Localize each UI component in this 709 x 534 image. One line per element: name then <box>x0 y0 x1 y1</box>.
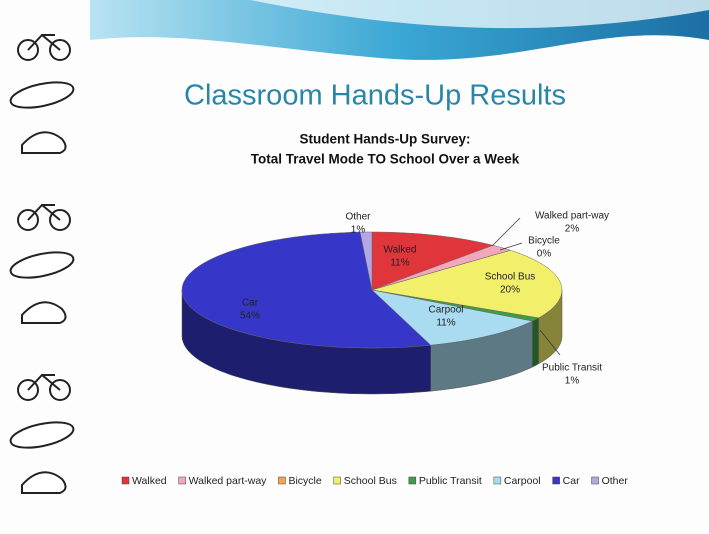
legend-label: Car <box>563 475 580 487</box>
slice <box>371 245 512 291</box>
legend-swatch <box>278 476 286 485</box>
icon <box>27 33 61 51</box>
legend-label: Bicycle <box>288 475 321 487</box>
slice <box>371 250 563 319</box>
legend-label: School Bus <box>344 475 397 487</box>
legend-label: Public Transit <box>419 475 482 487</box>
legend-swatch <box>333 476 341 485</box>
data-label-value: 20% <box>500 285 520 296</box>
slice <box>359 231 373 291</box>
data-label-name: Bicycle <box>528 236 560 247</box>
data-label-name: Car <box>242 298 259 309</box>
icon <box>17 39 39 61</box>
slice <box>371 289 534 346</box>
legend-swatch <box>178 476 186 485</box>
icon <box>17 209 39 231</box>
icon <box>21 471 67 494</box>
legend-label: Walked <box>132 475 167 487</box>
icon <box>49 379 71 401</box>
header-wave-light <box>250 0 709 29</box>
icon <box>21 131 67 154</box>
leader-line <box>539 329 561 356</box>
icon <box>49 209 71 231</box>
icon <box>27 373 61 391</box>
data-label-name: Carpool <box>428 305 463 316</box>
icon <box>17 379 39 401</box>
data-label-value: 54% <box>240 311 260 322</box>
icon <box>27 203 61 221</box>
legend-label: Other <box>602 475 629 487</box>
data-label-name: Other <box>345 212 371 223</box>
legend-swatch <box>408 476 417 485</box>
icon <box>9 251 75 279</box>
legend-label: Carpool <box>504 475 541 487</box>
chart-title: Student Hands-Up Survey: <box>299 132 470 147</box>
data-label-value: 1% <box>565 376 580 387</box>
legend-label: Walked part-way <box>189 475 268 487</box>
slice-side <box>532 317 539 368</box>
icon <box>49 39 71 61</box>
slide-title: Classroom Hands-Up Results <box>184 80 566 112</box>
pie: Walked 11% Walked part-way 2% Bicycle 0% Schoo… <box>181 211 609 395</box>
legend-swatch <box>591 476 599 485</box>
chart-subtitle: Total Travel Mode TO School Over a Week <box>251 152 520 167</box>
data-label-name: Public Transit <box>542 363 602 374</box>
data-label-name: School Bus <box>485 272 536 283</box>
legend: Walked Walked part-way Bicycle School Bus Pu… <box>121 475 629 487</box>
slice <box>371 231 494 291</box>
decor-strip <box>9 33 75 494</box>
legend-swatch <box>493 476 502 485</box>
slice <box>181 231 432 349</box>
legend-swatch <box>552 476 560 485</box>
icon <box>9 421 75 449</box>
icon <box>9 81 75 109</box>
icon <box>21 301 67 324</box>
legend-swatch <box>121 476 130 485</box>
data-label-value: 1% <box>351 225 366 236</box>
data-label-value: 11% <box>390 258 409 269</box>
data-label-value: 0% <box>537 249 552 260</box>
data-label-value: 11% <box>436 318 455 329</box>
leader-line <box>499 242 523 251</box>
data-label-value: 2% <box>565 224 580 235</box>
data-label-name: Walked part-way <box>535 211 609 222</box>
data-label-name: Walked <box>384 245 417 256</box>
leader-line <box>491 217 521 247</box>
